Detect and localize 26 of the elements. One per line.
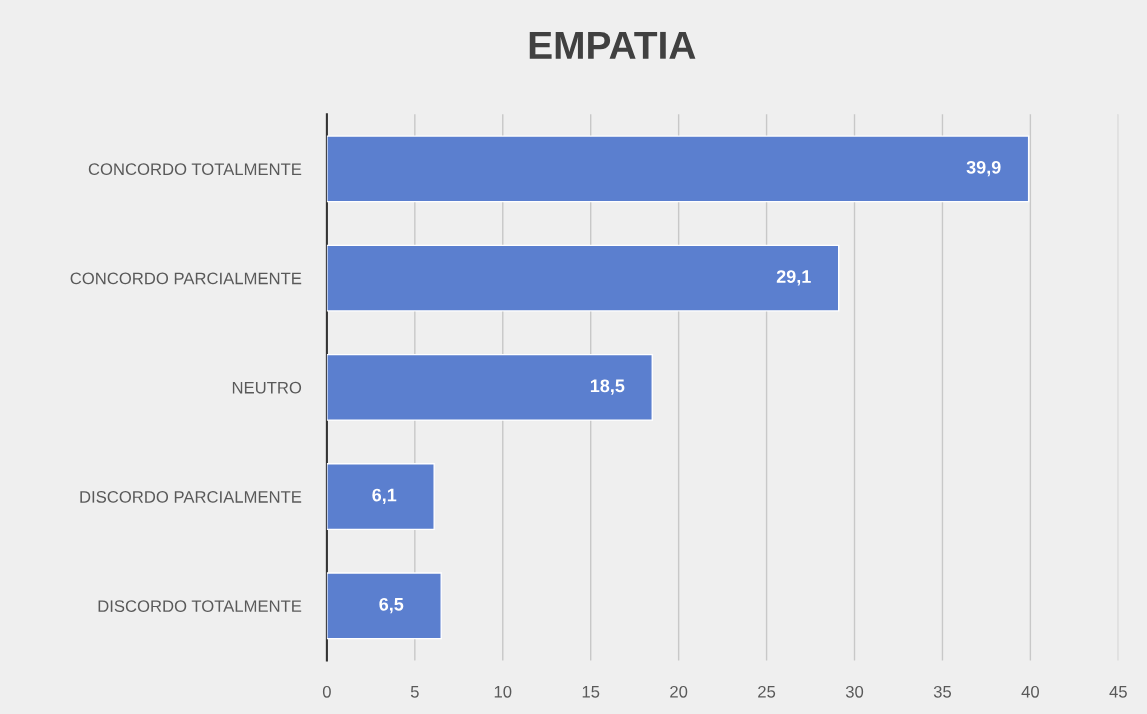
y-tick-label: DISCORDO PARCIALMENTE [80,490,302,503]
y-tick-label: CONCORDO PARCIALMENTE [70,272,302,285]
y-tick-label: NEUTRO [232,381,302,394]
data-label: 39,9 [966,160,1001,177]
x-tick-label: 35 [933,685,952,698]
x-tick-label: 15 [582,686,600,698]
x-tick-label: 30 [845,685,864,698]
x-tick-label: 20 [670,685,688,698]
y-tick-label: DISCORDO TOTALMENTE [98,600,302,613]
x-tick-label: 25 [758,685,776,698]
x-tick-label: 10 [494,685,512,698]
x-tick-label: 0 [322,685,331,698]
bar [326,135,1030,203]
chart-title: EMPATIA [529,31,696,59]
bar [326,244,840,312]
data-label: 29,1 [776,270,811,286]
x-tick-label: 40 [1021,685,1040,698]
data-label: 6,1 [372,488,397,505]
bar [326,353,653,421]
data-label: 18,5 [590,379,625,395]
x-tick-label: 5 [410,686,419,698]
data-label: 6,5 [379,597,404,614]
x-tick-label: 45 [1109,686,1127,698]
y-tick-label: CONCORDO TOTALMENTE [88,163,302,176]
bar [326,572,442,640]
bar [326,463,435,531]
